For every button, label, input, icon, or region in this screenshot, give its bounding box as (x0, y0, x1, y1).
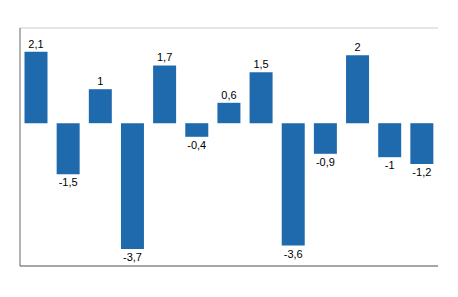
svg-text:0,6: 0,6 (221, 89, 236, 101)
svg-text:-3,7: -3,7 (123, 251, 142, 263)
svg-text:-0,4: -0,4 (187, 139, 206, 151)
svg-text:2: 2 (354, 41, 360, 53)
svg-text:-1,2: -1,2 (412, 166, 431, 178)
svg-text:-1,5: -1,5 (59, 176, 78, 188)
svg-text:1,7: 1,7 (157, 51, 172, 63)
svg-text:-3,6: -3,6 (284, 248, 303, 260)
svg-text:1: 1 (97, 75, 103, 87)
svg-text:-0,9: -0,9 (316, 156, 335, 168)
svg-text:1,5: 1,5 (253, 58, 268, 70)
svg-text:2,1: 2,1 (28, 38, 43, 50)
svg-text:-1: -1 (385, 159, 395, 171)
